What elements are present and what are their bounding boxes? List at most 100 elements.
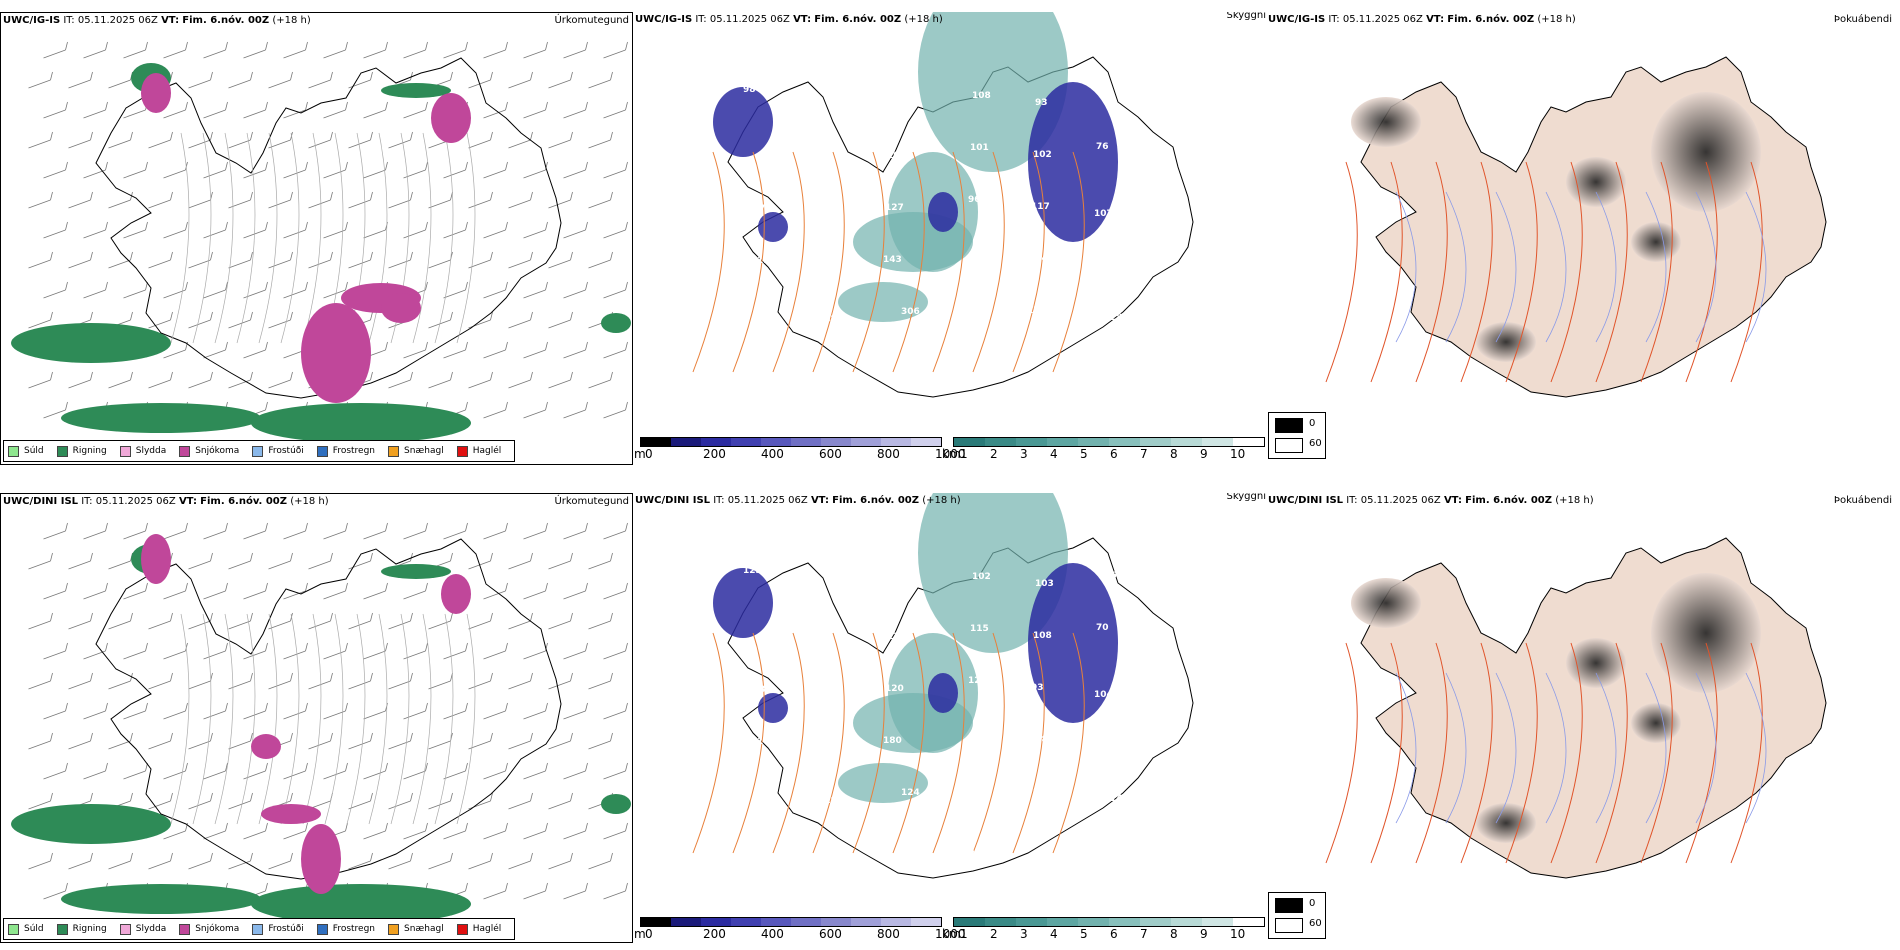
road-line — [1505, 161, 1538, 383]
wind-barb-flag — [225, 522, 228, 532]
wind-barb — [548, 199, 571, 209]
wind-barb-flag — [625, 401, 628, 411]
wind-barb — [428, 259, 451, 269]
wind-barb-flag — [385, 762, 388, 772]
low-ceiling-area — [758, 693, 788, 723]
fog-area — [1476, 803, 1536, 843]
wind-barb — [148, 800, 171, 810]
road-line — [302, 132, 322, 344]
visibility-tick-label: 2 — [990, 447, 998, 461]
visibility-colorbar-step — [1078, 438, 1109, 446]
low-visibility-area — [918, 493, 1068, 653]
wind-barb-flag — [465, 41, 468, 51]
wind-barb — [508, 620, 531, 630]
wind-barb-flag — [170, 732, 173, 742]
wind-barb-flag — [305, 522, 308, 532]
road-line — [1460, 642, 1493, 864]
wind-barb — [363, 169, 386, 179]
wind-barb — [563, 710, 586, 720]
wind-barb-flag — [450, 371, 453, 381]
map-title: UWC/IG-IS IT: 05.11.2025 06Z VT: Fim. 6.… — [1268, 14, 1576, 25]
ceiling-unit: m — [634, 927, 646, 941]
wind-barb — [523, 289, 546, 299]
wind-barb — [123, 650, 146, 660]
legend-item: Snjókoma — [179, 923, 239, 935]
precip-area-rain — [381, 83, 451, 98]
legend-item: Haglél — [456, 445, 501, 457]
wind-barb-flag — [50, 371, 53, 381]
wind-barb-flag — [530, 552, 533, 562]
ceiling-value-label: 118 — [966, 262, 985, 272]
wind-barb-flag — [370, 672, 373, 682]
wind-barb-flag — [90, 732, 93, 742]
wind-barb — [523, 49, 546, 59]
wind-barb-flag — [505, 161, 508, 171]
legend-label: Rigning — [72, 446, 107, 456]
map-title: UWC/DINI ISL IT: 05.11.2025 06Z VT: Fim.… — [3, 496, 329, 507]
wind-barb-flag — [570, 251, 573, 261]
precip-area-rain — [61, 884, 261, 914]
wind-barb — [363, 49, 386, 59]
wind-barb — [563, 289, 586, 299]
low-visibility-area — [918, 12, 1068, 172]
ceiling-value-label: 120 — [885, 684, 904, 694]
visibility-tick-label: 7 — [1140, 927, 1148, 941]
road-line — [1595, 642, 1628, 864]
wind-barb-flag — [265, 401, 268, 411]
coastline — [95, 538, 562, 880]
wind-barb — [283, 830, 306, 840]
wind-barb — [548, 860, 571, 870]
ceiling-colorbar-step — [881, 438, 911, 446]
wind-barb — [363, 229, 386, 239]
ceiling-value-label: 93 — [1035, 98, 1048, 108]
wind-barb — [188, 379, 211, 389]
wind-barb-flag — [90, 852, 93, 862]
wind-barb — [523, 770, 546, 780]
wind-barb — [483, 590, 506, 600]
road-line — [852, 632, 885, 854]
wind-barb — [123, 49, 146, 59]
wind-barb-flag — [185, 702, 188, 712]
ceiling-value-label: 108 — [972, 91, 991, 101]
wind-barb — [83, 229, 106, 239]
wind-barb — [508, 319, 531, 329]
wind-barb-flag — [90, 792, 93, 802]
wind-barb — [428, 379, 451, 389]
wind-barb — [523, 710, 546, 720]
ceiling-value-label: 125 — [761, 152, 780, 162]
wind-barb — [163, 49, 186, 59]
wind-barb-flag — [265, 161, 268, 171]
wind-barb-flag — [65, 161, 68, 171]
wind-barb-flag — [225, 41, 228, 51]
road-line — [280, 613, 300, 825]
wind-barb — [548, 560, 571, 570]
wind-barb — [363, 770, 386, 780]
ceiling-value-label: 93 — [1031, 683, 1044, 693]
wind-barb — [483, 890, 506, 900]
wind-barb-flag — [90, 131, 93, 141]
wind-barb-flag — [50, 251, 53, 261]
wind-barb — [508, 199, 531, 209]
legend-swatch — [252, 445, 264, 457]
wind-barb-flag — [530, 191, 533, 201]
visibility-colorbar-step — [1109, 438, 1140, 446]
wind-barb-flag — [170, 191, 173, 201]
wind-barb — [508, 379, 531, 389]
wind-barb — [68, 680, 91, 690]
wind-barb — [28, 79, 51, 89]
wind-barb-flag — [210, 251, 213, 261]
precip-area-snow — [141, 73, 171, 113]
wind-barb — [443, 770, 466, 780]
road-line — [1730, 161, 1763, 383]
ceiling-visibility-map: 123 162 81 102 103 106 165 148 130 115 108 70 88 90 12… — [692, 493, 1194, 879]
wind-barb-flag — [130, 852, 133, 862]
wind-barb-flag — [410, 612, 413, 622]
legend-item: Snjókoma — [179, 445, 239, 457]
ceiling-colorbar-step — [731, 438, 761, 446]
wind-barb — [68, 860, 91, 870]
wind-barb — [228, 800, 251, 810]
low-visibility-area — [838, 763, 928, 803]
wind-barb — [148, 860, 171, 870]
wind-barb — [388, 199, 411, 209]
road-line — [456, 613, 476, 825]
